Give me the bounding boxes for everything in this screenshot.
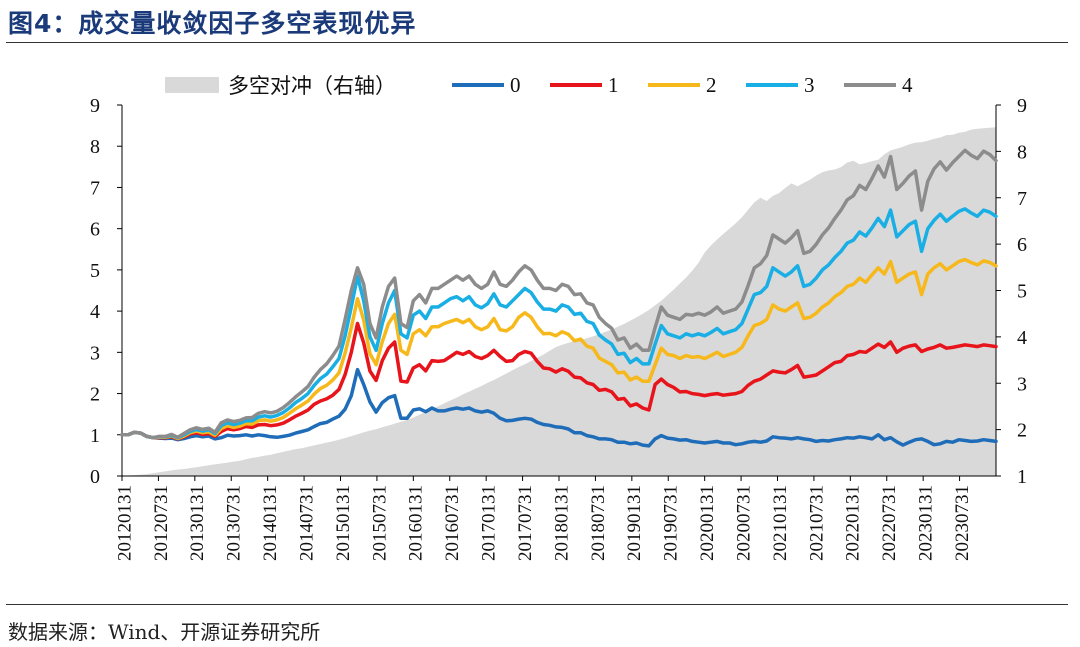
legend: 多空对冲（右轴） 0 1 2 3 4	[165, 73, 913, 98]
legend-label-1: 1	[608, 73, 619, 97]
y-tick-label-left: 5	[90, 260, 100, 282]
x-tick-label: 20150131	[333, 485, 354, 561]
series-area-hedge	[122, 127, 996, 477]
source-note: 数据来源：Wind、开源证券研究所	[8, 620, 321, 644]
y-tick-label-right: 9	[1017, 95, 1027, 117]
y-tick-label-left: 2	[90, 384, 100, 406]
axes: 0 1 2 3 4 5 6 7 8 9 1 2 3 4 5 6 7 8 9 20120131 20120731 20130…	[90, 95, 1027, 561]
figure-title: 图4：成交量收敛因子多空表现优异	[8, 9, 417, 38]
series-line-1	[120, 321, 998, 441]
series-line-0	[120, 367, 998, 448]
hedge-area-layer	[122, 127, 996, 477]
x-tick-label: 20130731	[224, 485, 245, 561]
x-tick-label: 20200731	[733, 485, 754, 561]
x-tick-label: 20140131	[260, 485, 281, 561]
x-tick-label: 20120131	[114, 485, 135, 561]
legend-label-4: 4	[902, 73, 913, 97]
y-tick-label-left: 4	[90, 301, 100, 323]
x-tick-label: 20120731	[151, 485, 172, 561]
y-tick-label-left: 7	[90, 177, 100, 199]
y-tick-label-right: 1	[1017, 466, 1027, 488]
x-tick-label: 20160131	[406, 485, 427, 561]
y-tick-label-left: 8	[90, 136, 100, 158]
series-lines	[120, 148, 998, 448]
x-tick-label: 20170731	[515, 485, 536, 561]
y-tick-label-right: 6	[1017, 234, 1027, 256]
x-tick-label: 20230731	[952, 485, 973, 561]
y-tick-label-right: 7	[1017, 188, 1027, 210]
y-tick-label-right: 2	[1017, 420, 1027, 442]
y-tick-label-left: 1	[90, 425, 100, 447]
legend-swatch-hedge	[165, 77, 219, 93]
y-tick-label-left: 6	[90, 219, 100, 241]
y-tick-label-right: 3	[1017, 373, 1027, 395]
x-tick-label: 20230131	[916, 485, 937, 561]
x-tick-label: 20170131	[479, 485, 500, 561]
series-line-3	[120, 207, 998, 440]
x-tick-label: 20190731	[661, 485, 682, 561]
x-tick-label: 20180731	[588, 485, 609, 561]
legend-label-3: 3	[804, 73, 815, 97]
x-tick-label: 20140731	[296, 485, 317, 561]
legend-label-0: 0	[510, 73, 521, 97]
title-rule	[6, 42, 1068, 43]
y-tick-label-right: 4	[1017, 327, 1027, 349]
series-line-2	[120, 257, 998, 441]
source-rule	[6, 604, 1068, 605]
x-tick-label: 20190131	[624, 485, 645, 561]
legend-label-2: 2	[706, 73, 717, 97]
x-tick-label: 20210131	[770, 485, 791, 561]
x-tick-label: 20130131	[187, 485, 208, 561]
x-tick-label: 20160731	[442, 485, 463, 561]
x-tick-label: 20220131	[843, 485, 864, 561]
y-tick-label-right: 8	[1017, 141, 1027, 163]
y-tick-label-left: 0	[90, 466, 100, 488]
x-tick-label: 20200131	[697, 485, 718, 561]
y-tick-label-right: 5	[1017, 281, 1027, 303]
x-tick-label: 20210731	[806, 485, 827, 561]
legend-label-hedge: 多空对冲（右轴）	[228, 74, 396, 98]
x-tick-label: 20150731	[369, 485, 390, 561]
y-tick-label-left: 3	[90, 342, 100, 364]
x-tick-label: 20220731	[879, 485, 900, 561]
x-tick-label: 20180131	[551, 485, 572, 561]
series-line-4	[120, 148, 998, 440]
y-tick-label-left: 9	[90, 95, 100, 117]
